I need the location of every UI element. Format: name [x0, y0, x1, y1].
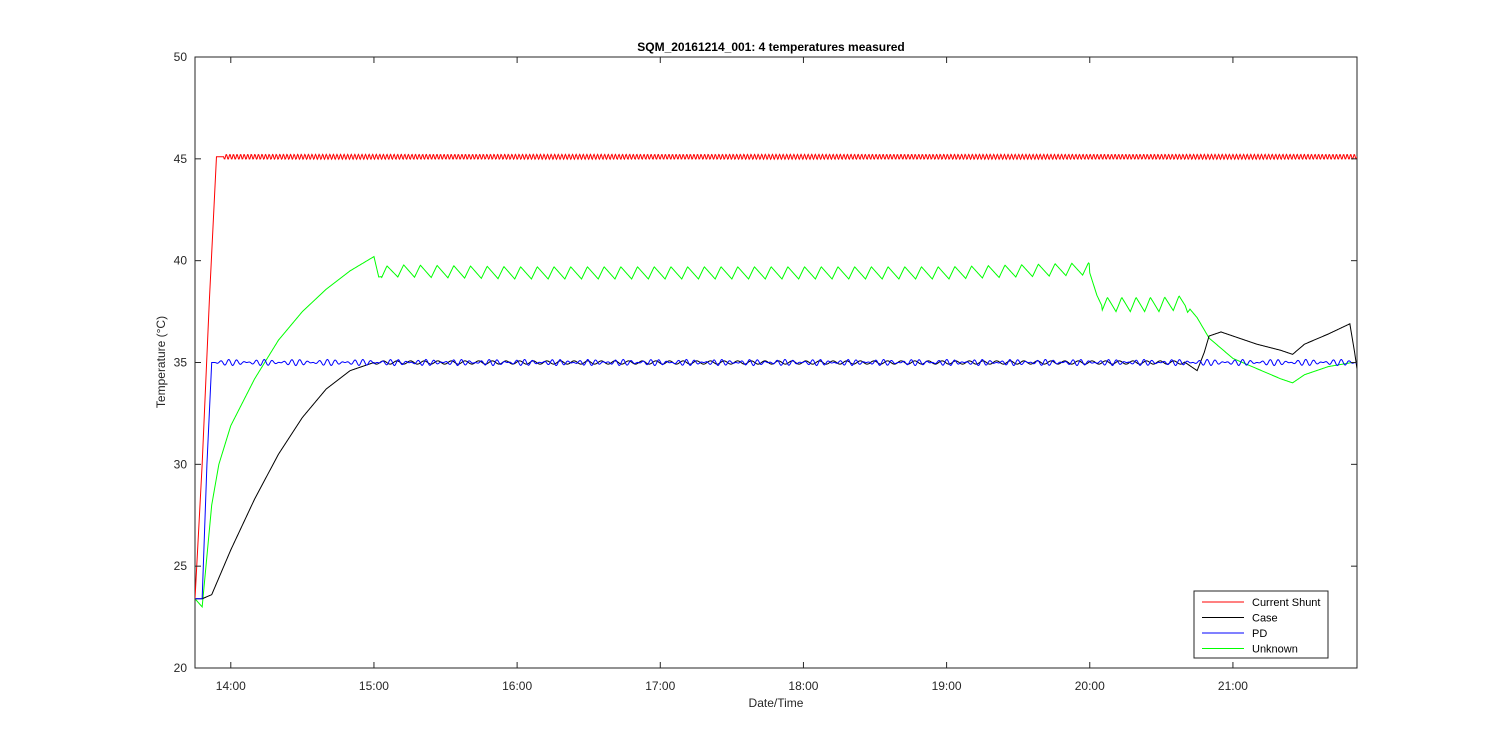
x-axis-label: Date/Time: [749, 696, 804, 710]
x-axis: 14:00 15:00 16:00 17:00 18:00 19:00 20:00 21:00: [216, 57, 1248, 693]
series-layer: [195, 153, 1357, 609]
y-axis-label: Temperature (°C): [154, 316, 168, 408]
x-tick-label: 17:00: [645, 679, 675, 693]
x-tick-label: 19:00: [932, 679, 962, 693]
legend: Current Shunt Case PD Unknown: [1193, 590, 1329, 659]
y-tick-label: 35: [174, 356, 188, 370]
x-tick-label: 20:00: [1075, 679, 1105, 693]
y-tick-label: 50: [174, 50, 188, 64]
x-tick-label: 21:00: [1218, 679, 1248, 693]
y-tick-label: 20: [174, 661, 188, 675]
series-line-current-shunt: [195, 153, 1357, 599]
series-line-unknown: [195, 255, 1357, 609]
y-axis: 20 25 30 35 40 45 50: [174, 50, 1357, 675]
legend-entry: Current Shunt: [1252, 597, 1320, 609]
y-tick-label: 40: [174, 254, 188, 268]
x-tick-label: 18:00: [788, 679, 818, 693]
chart-title: SQM_20161214_001: 4 temperatures measure…: [637, 40, 905, 54]
legend-entry: Case: [1252, 613, 1278, 625]
x-tick-label: 16:00: [502, 679, 532, 693]
x-tick-label: 15:00: [359, 679, 389, 693]
legend-entry: PD: [1252, 628, 1267, 640]
x-tick-label: 14:00: [216, 679, 246, 693]
series-line-pd: [195, 358, 1357, 600]
y-tick-label: 30: [174, 457, 188, 471]
y-tick-label: 45: [174, 152, 188, 166]
y-tick-label: 25: [174, 559, 188, 573]
legend-entry: Unknown: [1252, 644, 1298, 656]
